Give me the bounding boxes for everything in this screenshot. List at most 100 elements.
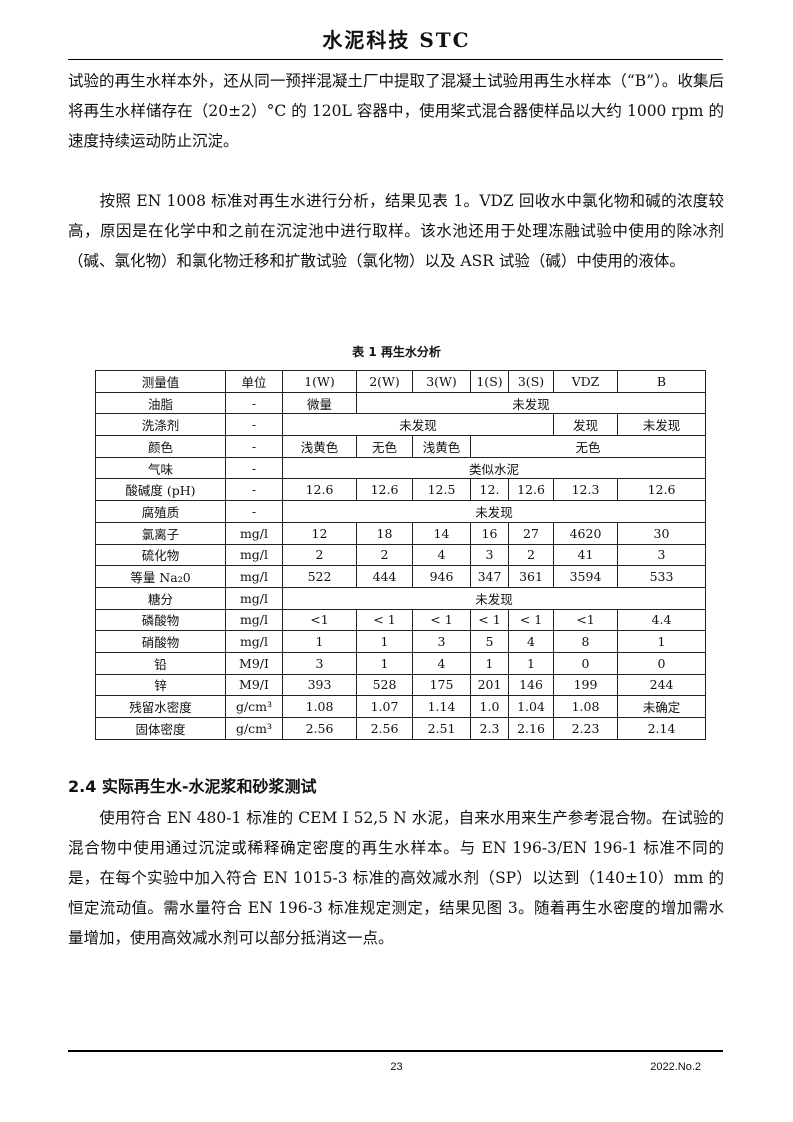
table-cell: - xyxy=(225,435,283,458)
table-cell: 未发现 xyxy=(282,500,706,523)
table-cell: 12.3 xyxy=(553,478,618,502)
table-cell: 2.23 xyxy=(553,717,618,740)
column-header: B xyxy=(617,370,706,393)
table-cell: 12.6 xyxy=(282,478,357,502)
table-cell: 244 xyxy=(617,673,706,697)
column-header: 3(S) xyxy=(508,370,554,393)
table-cell: 未发现 xyxy=(282,586,706,610)
table-cell: 12 xyxy=(282,521,357,545)
table-cell: 1.08 xyxy=(282,695,357,718)
table-cell: 1.0 xyxy=(470,695,509,718)
table-cell: 4620 xyxy=(553,521,618,545)
table-cell: 1.07 xyxy=(356,695,413,718)
table-cell: 522 xyxy=(282,565,357,588)
table-row: 颜色 - 浅黄色 无色 浅黄色 无色 xyxy=(95,435,706,458)
column-header: 1(S) xyxy=(470,370,509,393)
table-cell: 氯离子 xyxy=(95,521,226,545)
table-cell: 175 xyxy=(412,673,471,697)
table-cell: 2 xyxy=(508,543,554,567)
table-cell: 无色 xyxy=(470,435,706,458)
table-cell: 洗涤剂 xyxy=(95,413,226,437)
journal-header: 水泥科技 STC xyxy=(322,28,471,52)
table-row: 气味 - 类似水泥 xyxy=(95,456,706,480)
table-cell: 1 xyxy=(356,630,413,653)
column-header: 单位 xyxy=(225,370,283,393)
table-row: 酸碱度 (pH) -12.6 12.6 12.5 12. 12.6 12.3 12.6 xyxy=(95,478,706,502)
column-header: 3(W) xyxy=(412,370,471,393)
table-cell: 未发现 xyxy=(356,391,706,415)
table-cell: 酸碱度 (pH) xyxy=(95,478,226,502)
table-cell: 533 xyxy=(617,565,706,588)
table-cell: - xyxy=(225,413,283,437)
table-cell: 1 xyxy=(470,651,509,675)
header-divider xyxy=(68,59,723,60)
table-row: 硝酸物 mg/l 1 1 3 5 4 8 1 xyxy=(95,630,706,653)
table-cell: 浅黄色 xyxy=(412,435,471,458)
table-cell: 3 xyxy=(617,543,706,567)
table-cell: - xyxy=(225,456,283,480)
table-cell: 347 xyxy=(470,565,509,588)
column-header: 测量值 xyxy=(95,370,226,393)
table-cell: 类似水泥 xyxy=(282,456,706,480)
table-cell: 18 xyxy=(356,521,413,545)
table-cell: 361 xyxy=(508,565,554,588)
table-cell: mg/l xyxy=(225,543,283,567)
table-cell: 8 xyxy=(553,630,618,653)
table-cell: 1 xyxy=(356,651,413,675)
table-cell: 946 xyxy=(412,565,471,588)
table-row: 锌 M9/I 393 528 175 201 146 199 244 xyxy=(95,673,706,697)
table-cell: 27 xyxy=(508,521,554,545)
page-number: 23 xyxy=(390,1061,403,1073)
table-cell: mg/l xyxy=(225,586,283,610)
table-row: 洗涤剂 - 未发现 发现 未发现 xyxy=(95,413,706,437)
table-cell: 41 xyxy=(553,543,618,567)
table-cell: 硝酸物 xyxy=(95,630,226,653)
table-caption: 表 1 再生水分析 xyxy=(352,345,441,359)
table-cell: 磷酸物 xyxy=(95,608,226,632)
table-cell: 146 xyxy=(508,673,554,697)
column-header: 1(W) xyxy=(282,370,357,393)
table-cell: 锌 xyxy=(95,673,226,697)
table-cell: 无色 xyxy=(356,435,413,458)
table-cell: 糖分 xyxy=(95,586,226,610)
column-header: 2(W) xyxy=(356,370,413,393)
table-cell: 14 xyxy=(412,521,471,545)
table-cell: 4.4 xyxy=(617,608,706,632)
table-cell: 颜色 xyxy=(95,435,226,458)
table-cell: 发现 xyxy=(553,413,618,437)
table-cell: 201 xyxy=(470,673,509,697)
table-cell: 1 xyxy=(508,651,554,675)
table-cell: 1.08 xyxy=(553,695,618,718)
table-cell: 12.6 xyxy=(617,478,706,502)
table-cell: M9/I xyxy=(225,673,283,697)
table-cell: 2.3 xyxy=(470,717,509,740)
table-row: 油脂 - 微量 未发现 xyxy=(95,391,706,415)
table-cell: 30 xyxy=(617,521,706,545)
table-cell: 2.56 xyxy=(282,717,357,740)
table-row: 残留水密度 g/cm³ 1.08 1.07 1.14 1.0 1.04 1.08 未确定 xyxy=(95,695,706,718)
table-cell: 2.51 xyxy=(412,717,471,740)
table-cell: 199 xyxy=(553,673,618,697)
table-cell: - xyxy=(225,478,283,502)
paragraph-3: 使用符合 EN 480-1 标准的 CEM I 52,5 N 水泥，自来水用来生… xyxy=(68,809,724,947)
table-cell: 4 xyxy=(508,630,554,653)
table-cell: 2.16 xyxy=(508,717,554,740)
table-cell: 5 xyxy=(470,630,509,653)
section-heading: 2.4 实际再生水-水泥浆和砂浆测试 xyxy=(68,777,317,796)
table-cell: - xyxy=(225,500,283,523)
table-cell: 固体密度 xyxy=(95,717,226,740)
table-cell: 未确定 xyxy=(617,695,706,718)
table-cell: <1 xyxy=(282,608,357,632)
table-cell: 等量 Na₂0 xyxy=(95,565,226,588)
table-cell: mg/l xyxy=(225,565,283,588)
table-cell: 1 xyxy=(282,630,357,653)
table-cell: 12. xyxy=(470,478,509,502)
table-cell: 12.5 xyxy=(412,478,471,502)
table-cell: 2.14 xyxy=(617,717,706,740)
table-cell: 微量 xyxy=(282,391,357,415)
footer-divider xyxy=(68,1050,723,1052)
table-cell: 2 xyxy=(282,543,357,567)
table-cell: 气味 xyxy=(95,456,226,480)
table-cell: M9/I xyxy=(225,651,283,675)
